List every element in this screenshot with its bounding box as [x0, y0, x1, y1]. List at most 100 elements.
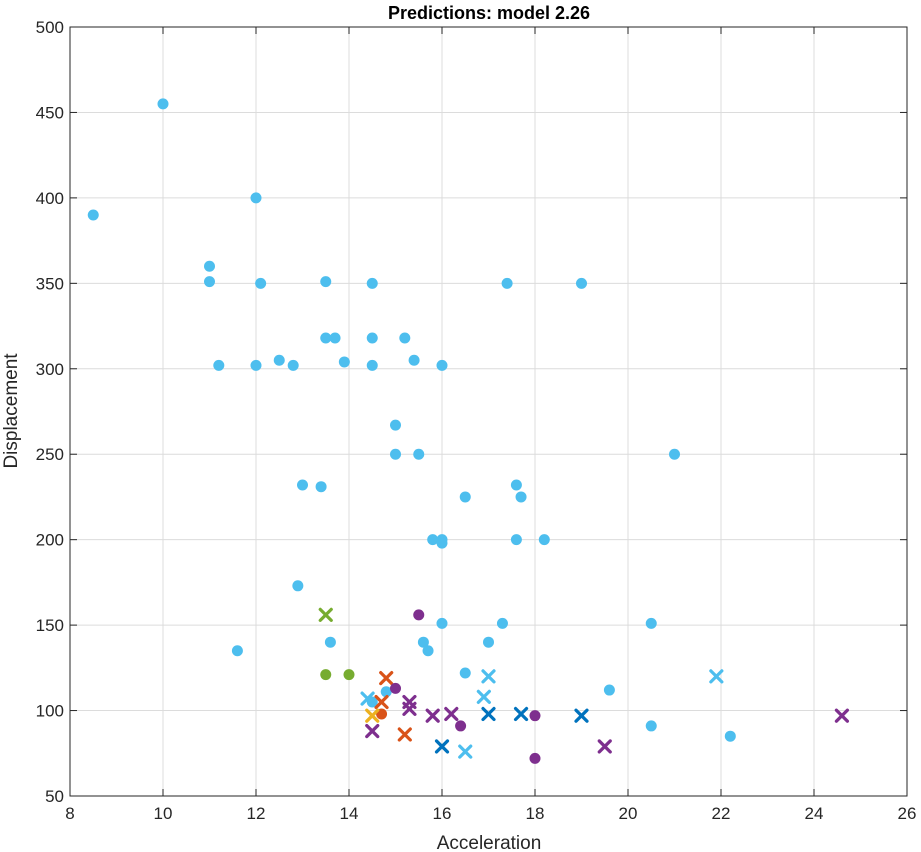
- data-point-dot: [496, 617, 508, 629]
- data-point-cross: [476, 689, 491, 704]
- data-point-dot: [204, 260, 215, 272]
- data-point-cross: [425, 708, 440, 723]
- data-point-cross: [709, 669, 724, 684]
- data-point-dot: [413, 448, 425, 460]
- data-point-dot: [343, 669, 355, 681]
- data-point-dot: [422, 645, 434, 657]
- data-point-dot: [603, 684, 615, 696]
- data-point-dot: [366, 359, 378, 371]
- axis-ticks: 8 10 12 14 16 18 20 22 24 26 50 100 150 200 250 300 350 4…: [36, 18, 917, 823]
- data-point-cross: [374, 694, 389, 710]
- data-point-cross: [574, 708, 589, 723]
- data-point-dot: [250, 192, 262, 204]
- data-point-dot: [417, 636, 429, 648]
- data-point-dot: [436, 617, 448, 629]
- plot-background: [70, 27, 907, 796]
- y-tick-label: 500: [36, 18, 64, 37]
- data-point-dot: [320, 332, 332, 344]
- data-point-cross: [397, 727, 412, 742]
- plot-frame: [69, 26, 908, 797]
- y-tick-label: 250: [36, 445, 64, 464]
- x-tick-label: 14: [340, 804, 359, 823]
- data-point-cross: [379, 670, 394, 686]
- data-point-dot: [390, 682, 401, 694]
- data-point-dot: [413, 609, 425, 621]
- data-point-dot: [255, 277, 267, 289]
- data-point-dot: [459, 491, 471, 503]
- data-point-dot: [273, 354, 285, 366]
- data-point-dot: [292, 580, 304, 592]
- data-point-cross: [834, 708, 850, 723]
- data-point-dot: [408, 354, 420, 366]
- data-point-dot: [250, 359, 262, 371]
- x-tick-label: 24: [805, 804, 824, 823]
- data-point-dot: [501, 277, 513, 289]
- data-point-cross: [444, 706, 459, 722]
- data-point-dot: [515, 491, 527, 503]
- data-point-cross: [365, 723, 380, 739]
- x-tick-label: 10: [154, 804, 173, 823]
- data-point-dot: [157, 98, 169, 110]
- data-point-dot: [204, 276, 215, 288]
- data-point-dot: [231, 645, 243, 657]
- y-tick-label: 100: [36, 702, 64, 721]
- data-point-dot: [320, 669, 332, 681]
- data-point-dot: [399, 332, 411, 344]
- data-point-dot: [329, 332, 341, 344]
- x-tick-label: 26: [898, 804, 917, 823]
- data-point-dot: [427, 534, 439, 546]
- data-point-cross: [597, 739, 612, 754]
- data-point-dot: [213, 359, 225, 371]
- data-point-dot: [510, 534, 522, 546]
- data-points: [87, 98, 850, 764]
- x-axis-title: Acceleration: [437, 833, 542, 852]
- data-point-dot: [87, 209, 99, 221]
- data-point-cross: [402, 701, 417, 716]
- data-point-dot: [436, 537, 448, 549]
- data-point-dot: [315, 481, 327, 493]
- data-point-cross: [481, 669, 496, 684]
- data-point-dot: [483, 636, 494, 648]
- data-point-dot: [324, 636, 336, 648]
- x-tick-label: 8: [65, 804, 74, 823]
- data-point-dot: [724, 730, 736, 742]
- data-point-cross: [481, 706, 496, 722]
- x-tick-label: 22: [712, 804, 731, 823]
- data-point-cross: [458, 744, 473, 759]
- data-point-dot: [455, 720, 467, 732]
- data-point-dot: [436, 359, 448, 371]
- data-point-dot: [297, 479, 308, 491]
- y-tick-label: 50: [45, 787, 64, 806]
- data-point-dot: [390, 448, 401, 460]
- data-point-dot: [338, 356, 350, 368]
- data-point-dot: [529, 752, 541, 764]
- y-tick-label: 300: [36, 360, 64, 379]
- chart-title: Predictions: model 2.26: [388, 3, 590, 23]
- data-point-dot: [645, 720, 657, 732]
- data-point-dot: [320, 276, 332, 288]
- data-point-dot: [645, 617, 657, 629]
- data-point-cross: [434, 739, 450, 754]
- data-point-cross: [318, 607, 333, 622]
- y-tick-label: 450: [36, 103, 64, 122]
- data-point-dot: [380, 686, 392, 698]
- y-tick-label: 150: [36, 616, 64, 635]
- data-point-dot: [669, 448, 680, 460]
- data-point-dot: [390, 419, 401, 431]
- data-point-dot: [287, 359, 299, 371]
- data-point-dot: [366, 332, 378, 344]
- data-point-dot: [538, 534, 550, 546]
- y-tick-label: 350: [36, 274, 64, 293]
- x-tick-label: 20: [619, 804, 638, 823]
- x-tick-label: 18: [526, 804, 545, 823]
- data-point-cross: [365, 708, 380, 723]
- data-point-cross: [513, 706, 529, 722]
- y-axis-title: Displacement: [1, 353, 22, 469]
- x-tick-label: 16: [433, 804, 452, 823]
- data-point-cross: [360, 691, 375, 706]
- y-tick-label: 200: [36, 531, 64, 550]
- data-point-dot: [459, 667, 471, 679]
- data-point-dot: [529, 710, 541, 722]
- y-tick-label: 400: [36, 189, 64, 208]
